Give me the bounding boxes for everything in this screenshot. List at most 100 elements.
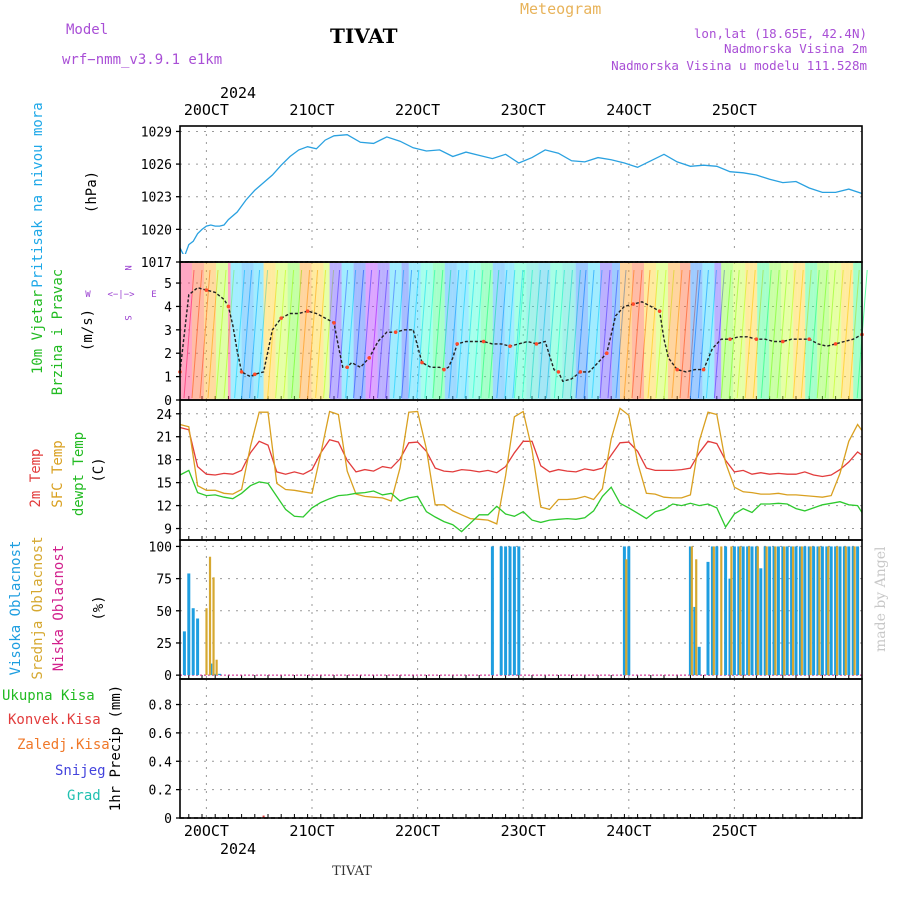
wind-field-stripe: [452, 263, 457, 400]
wind-ytick-label: 2: [164, 347, 172, 362]
wind-field-stripe: [488, 263, 493, 400]
wind-barb: [808, 269, 820, 399]
wind-field-stripe: [761, 263, 766, 400]
wind-field-stripe: [829, 263, 834, 400]
cloud-high-bar: [851, 546, 855, 676]
wind-field-stripe: [757, 263, 762, 400]
temperature-ytick-label: 12: [156, 500, 172, 515]
wind-field-stripe: [230, 263, 235, 400]
cloud-mid-bar: [205, 608, 208, 676]
wind-field-stripe: [821, 263, 826, 400]
wind-field-stripe: [668, 263, 672, 400]
wind-speed-point: [332, 321, 336, 325]
wind-speed-point: [578, 370, 583, 374]
wind-field-stripe: [514, 263, 519, 400]
panel-precip: 0 0.2 0.4 0.6 0.8: [149, 679, 863, 827]
precip-legend-hail: Grad: [67, 788, 101, 804]
wind-barb: [512, 269, 524, 399]
wind-barb: [599, 269, 611, 399]
wind-barb: [464, 269, 476, 399]
wind-field-stripe: [224, 263, 228, 400]
wind-field-stripe: [588, 263, 592, 400]
wind-barb: [361, 269, 373, 399]
wind-field-stripe: [299, 263, 304, 400]
temp-line-sfc: [179, 407, 863, 525]
cloud-high-bar: [182, 631, 186, 676]
wind-speed-point: [701, 367, 706, 372]
wind-barb: [345, 269, 357, 399]
wind-ytick-label: 0: [164, 394, 172, 409]
bottom-year-label: 2024: [220, 840, 256, 858]
wind-field-stripe: [522, 263, 527, 400]
wind-field-stripe: [680, 263, 684, 400]
wind-field-stripe: [857, 263, 862, 400]
wind-field-stripe: [257, 263, 262, 400]
wind-barb: [736, 269, 748, 399]
cloud-mid-bar: [756, 546, 759, 676]
wind-barb: [323, 269, 335, 399]
cloud-high-bar: [812, 546, 816, 676]
wind-barb: [529, 269, 541, 399]
wind-barb: [784, 269, 796, 399]
wind-field-stripe: [234, 263, 239, 400]
wind-field-stripe: [518, 263, 523, 400]
wind-speed-point: [420, 360, 424, 365]
wind-field-stripe: [710, 263, 715, 400]
wind-field-stripe: [690, 263, 695, 400]
wind-field-stripe: [341, 263, 346, 400]
cloud-high-bar: [838, 546, 842, 676]
wind-field-stripe: [566, 263, 571, 400]
cloud-mid-bar: [809, 546, 812, 676]
elevation-text: Nadmorska Visina 2m: [724, 41, 867, 56]
wind-field-stripe: [468, 263, 473, 400]
cloud-high-bar: [196, 618, 200, 676]
wind-barb: [800, 269, 812, 399]
wind-field-stripe: [456, 263, 461, 400]
cloud-high-bar: [829, 546, 833, 676]
wind-barb: [832, 269, 844, 399]
model-elevation-text: Nadmorska Visina u modelu 111.528m: [611, 58, 867, 73]
wind-barb: [315, 269, 327, 399]
station-title: TIVAT: [330, 24, 398, 48]
wind-speed-point: [305, 309, 310, 313]
wind-speed-point: [442, 367, 446, 372]
cloud-ylabel-low: Niska Oblacnost: [51, 545, 67, 671]
pressure-ytick-label: 1020: [141, 223, 172, 238]
top-date-labels: 20OCT 21OCT 22OCT 23OCT 24OCT 25OCT: [184, 101, 757, 119]
cloud-mid-bar: [212, 577, 215, 676]
temperature-ytick-label: 15: [156, 477, 172, 492]
wind-barb: [307, 269, 319, 399]
wind-barb: [207, 269, 219, 399]
wind-field-stripe: [192, 263, 196, 400]
wind-barb: [223, 269, 235, 399]
wind-speed-point: [508, 344, 512, 349]
wind-barb: [752, 269, 764, 399]
wind-barb: [671, 269, 683, 399]
cloud-mid-bar: [730, 546, 733, 676]
wind-field-stripe: [584, 263, 588, 400]
top-day-label: 20OCT: [184, 101, 229, 119]
wind-field-stripe: [632, 263, 636, 400]
wind-field-stripe: [534, 263, 539, 400]
wind-barb: [687, 269, 699, 399]
wind-barb: [408, 269, 420, 399]
wind-field-stripe: [249, 263, 254, 400]
temp-ylabel-unit: (C): [91, 457, 107, 482]
clouds-ytick-label: 100: [149, 540, 172, 555]
cloud-mid-bar: [853, 546, 856, 676]
wind-field-stripe: [542, 263, 547, 400]
wind-barb: [291, 269, 303, 399]
wind-barb: [792, 269, 804, 399]
bottom-day-label: 25OCT: [712, 822, 757, 840]
wind-field-stripe: [554, 263, 559, 400]
wind-field-stripe: [612, 263, 616, 400]
wind-field-stripe: [345, 263, 350, 400]
cloud-high-bar: [737, 546, 741, 676]
wind-field-stripe: [706, 263, 711, 400]
clouds-ytick-label: 50: [156, 605, 172, 620]
wind-barb: [432, 269, 444, 399]
wind-speed-point: [675, 367, 679, 372]
wind-barb: [647, 269, 659, 399]
cloud-high-bar: [785, 546, 789, 676]
